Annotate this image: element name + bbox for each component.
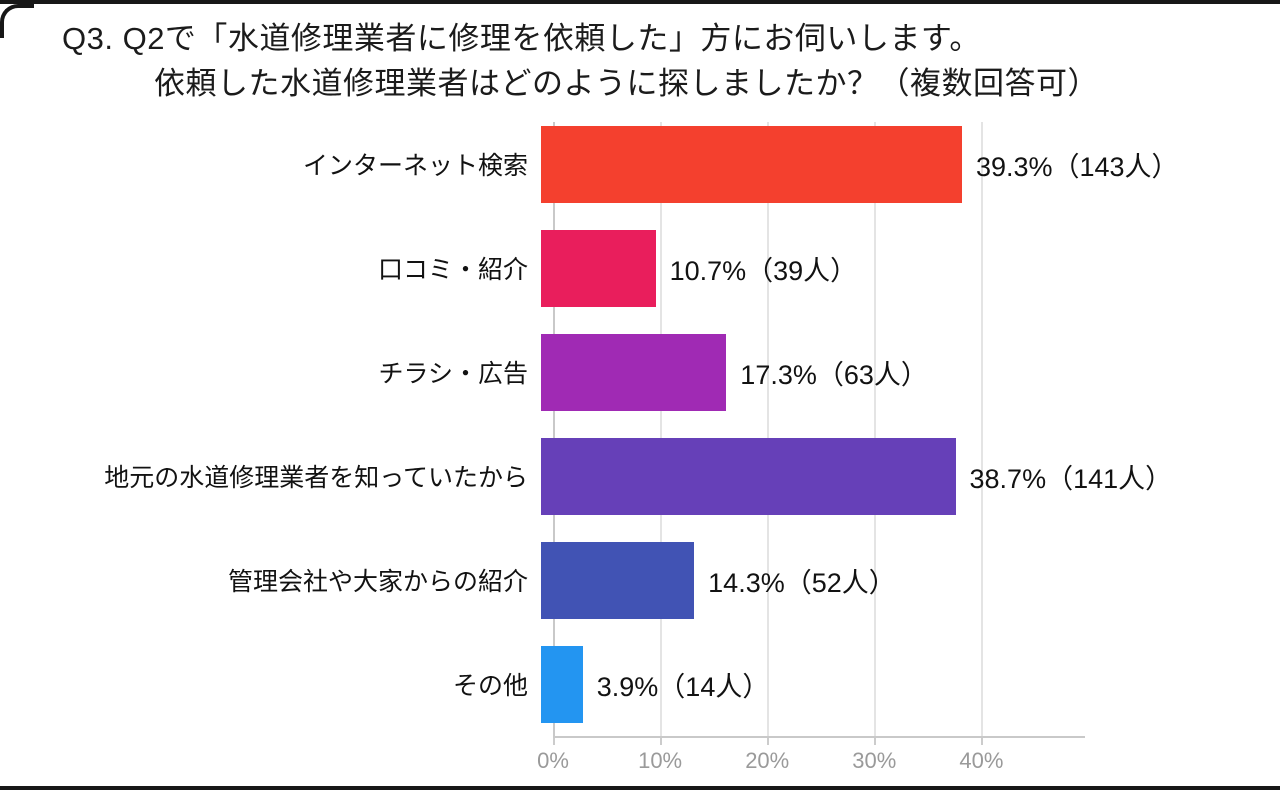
row-plot: 17.3%（63人） [541,320,1280,424]
value-label: 17.3%（63人） [740,359,928,390]
bar-word-of-mouth [541,229,656,307]
x-axis-tick-marks [553,736,1035,746]
bar-row: 口コミ・紹介 10.7%（39人） [0,216,1280,320]
bar-management-referral [541,541,695,619]
bar-local-known [541,437,956,515]
title-line-2: 依頼した水道修理業者はどのように探しましたか？（複数回答可） [154,66,1099,101]
gridline-0% [553,122,555,736]
value-label: 14.3%（52人） [708,567,896,598]
tick-label-30%: 30% [852,748,897,773]
horizontal-bar-chart: インターネット検索 39.3%（143人） 口コミ・紹介 10.7%（39人） … [0,112,1280,786]
row-plot: 3.9%（14人） [541,632,1280,736]
category-label: チラシ・広告 [378,360,528,388]
gridline-30% [874,122,877,736]
bar-flyer-ads [541,333,727,411]
row-plot: 14.3%（52人） [541,528,1280,632]
x-axis-labels: 0% 10% 20% 30% 40% [537,748,1035,778]
tick-mark-20% [767,738,770,745]
value-label: 3.9%（14人） [596,671,770,702]
category-label: 地元の水道修理業者を知っていたから [104,464,528,492]
chart-title: Q3. Q2で「水道修理業者に修理を依頼した」方にお伺いします。 依頼した水道修… [62,16,1260,106]
bar-row: 地元の水道修理業者を知っていたから 38.7%（141人） [0,424,1280,528]
row-plot: 10.7%（39人） [541,216,1280,320]
bar-row: チラシ・広告 17.3%（63人） [0,320,1280,424]
bar-row: その他 3.9%（14人） [0,632,1280,736]
bar-rows: インターネット検索 39.3%（143人） 口コミ・紹介 10.7%（39人） … [0,112,1280,736]
x-axis-line [553,736,1085,738]
category-label: 管理会社や大家からの紹介 [227,568,528,596]
value-label: 38.7%（141人） [969,463,1173,494]
bar-row: インターネット検索 39.3%（143人） [0,112,1280,216]
tick-mark-0% [553,738,555,745]
gridlines-layer [553,122,1035,736]
bar-row: 管理会社や大家からの紹介 14.3%（52人） [0,528,1280,632]
tick-label-40%: 40% [959,748,1004,773]
tick-mark-30% [874,738,877,745]
category-label: 口コミ・紹介 [377,256,528,284]
tick-label-0%: 0% [537,748,569,773]
gridline-40% [981,122,984,736]
bar-internet-search [541,125,962,203]
tick-label-10%: 10% [638,748,683,773]
value-label: 10.7%（39人） [669,255,858,286]
value-label: 39.3%（143人） [975,151,1179,182]
tick-mark-40% [981,738,984,745]
row-plot: 39.3%（143人） [541,112,1280,216]
gridline-10% [660,122,663,736]
frame-corner-arc [0,4,34,38]
gridline-20% [767,122,770,736]
title-line-1: Q3. Q2で「水道修理業者に修理を依頼した」方にお伺いします。 [62,21,981,56]
tick-label-20%: 20% [745,748,790,773]
category-label: インターネット検索 [302,152,528,180]
bar-other [541,645,583,723]
row-plot: 38.7%（141人） [541,424,1280,528]
category-label: その他 [452,672,528,700]
tick-mark-10% [660,738,663,745]
